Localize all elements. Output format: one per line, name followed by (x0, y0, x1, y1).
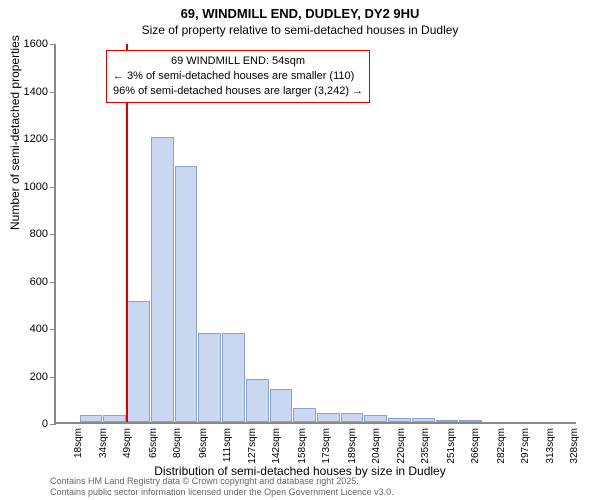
histogram-bar (175, 166, 198, 423)
annotation-line2: ← 3% of semi-detached houses are smaller… (113, 69, 363, 84)
annotation-line3: 96% of semi-detached houses are larger (… (113, 84, 363, 99)
y-tick-label: 1600 (8, 38, 48, 50)
histogram-bar (341, 413, 364, 423)
histogram-bar (412, 418, 435, 422)
y-tick-label: 800 (8, 228, 48, 240)
y-tick-label: 0 (8, 418, 48, 430)
y-tick-label: 600 (8, 276, 48, 288)
y-tick (50, 44, 56, 45)
y-tick (50, 234, 56, 235)
histogram-bar (222, 333, 245, 422)
histogram-bar (364, 415, 387, 422)
histogram-bar (293, 408, 316, 422)
y-tick (50, 92, 56, 93)
chart-title: 69, WINDMILL END, DUDLEY, DY2 9HU (0, 0, 600, 21)
chart-area: 18sqm34sqm49sqm65sqm80sqm96sqm111sqm127s… (54, 44, 576, 424)
histogram-bar (270, 389, 293, 422)
y-tick (50, 424, 56, 425)
histogram-bar (80, 415, 103, 422)
y-tick-label: 1000 (8, 181, 48, 193)
histogram-bar (317, 413, 340, 423)
histogram-bar (127, 301, 150, 422)
y-tick-label: 400 (8, 323, 48, 335)
annotation-line1: 69 WINDMILL END: 54sqm (113, 54, 363, 69)
y-tick (50, 187, 56, 188)
histogram-bar (388, 418, 411, 422)
y-tick (50, 377, 56, 378)
chart-subtitle: Size of property relative to semi-detach… (0, 21, 600, 41)
y-tick-label: 200 (8, 371, 48, 383)
histogram-bar (459, 420, 482, 422)
histogram-bar (436, 420, 459, 422)
histogram-bar (103, 415, 126, 422)
y-tick (50, 282, 56, 283)
footer-line1: Contains HM Land Registry data © Crown c… (50, 476, 394, 487)
y-tick-label: 1400 (8, 86, 48, 98)
footer-attribution: Contains HM Land Registry data © Crown c… (50, 476, 394, 499)
histogram-bar (198, 333, 221, 422)
y-tick (50, 139, 56, 140)
y-tick (50, 329, 56, 330)
y-tick-label: 1200 (8, 133, 48, 145)
histogram-bar (151, 137, 174, 422)
footer-line2: Contains public sector information licen… (50, 487, 394, 498)
annotation-box: 69 WINDMILL END: 54sqm ← 3% of semi-deta… (106, 50, 370, 103)
histogram-bar (246, 379, 269, 422)
